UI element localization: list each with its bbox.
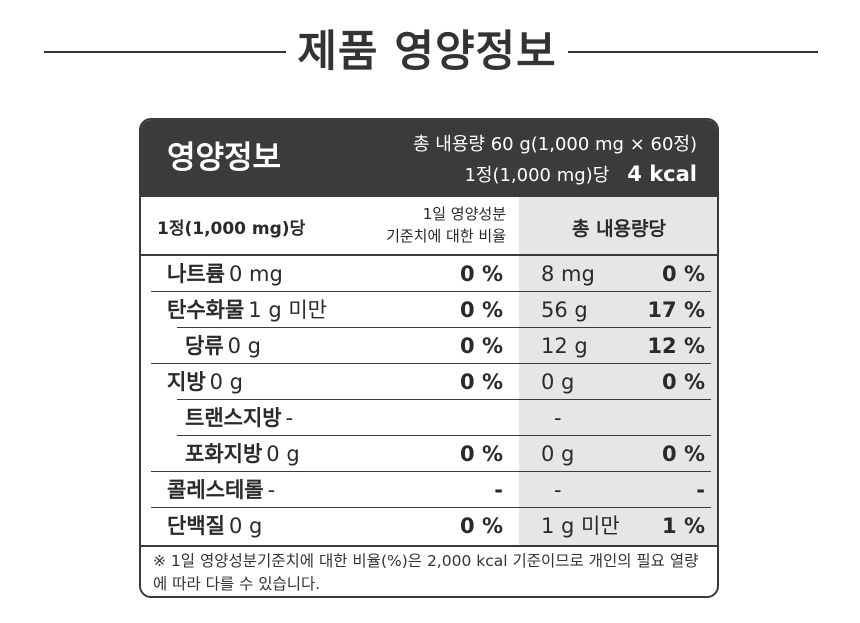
total-daily-value-percent: 0 %	[662, 370, 705, 394]
page-title: 제품 영양정보	[297, 27, 557, 77]
total-amount: 56 g	[541, 298, 588, 322]
row-divider	[177, 435, 711, 436]
nutrient-name: 트랜스지방	[185, 406, 282, 430]
daily-value-header-line2: 기준치에 대한 비율	[386, 227, 506, 245]
nutrient-amount: 0 mg	[228, 262, 283, 286]
header-divider	[141, 254, 717, 256]
daily-value-percent: 0 %	[460, 370, 503, 394]
row-divider	[177, 399, 711, 400]
table-row-carbohydrate: 탄수화물 1 g 미만 0 % 56 g 17 %	[141, 292, 717, 327]
total-daily-value-percent: -	[696, 478, 705, 502]
serving-calories-line: 1정(1,000 mg)당 4 kcal	[464, 161, 697, 189]
table-row-sugars: 당류 0 g 0 % 12 g 12 %	[141, 328, 717, 363]
total-daily-value-percent: 0 %	[662, 262, 705, 286]
total-daily-value-percent: 17 %	[647, 298, 705, 322]
nutrient-name: 나트륨	[167, 262, 225, 286]
serving-size-text: 1정(1,000 mg)당	[464, 165, 610, 186]
nutrient-amount: -	[285, 406, 294, 430]
total-amount: -	[554, 406, 562, 430]
table-row-sodium: 나트륨 0 mg 0 % 8 mg 0 %	[141, 256, 717, 291]
nutrient-amount: 0 g	[227, 334, 262, 358]
total-daily-value-percent: 0 %	[662, 442, 705, 466]
row-divider	[151, 507, 711, 508]
daily-value-percent: -	[494, 478, 503, 502]
table-row-cholesterol: 콜레스테롤 - - - -	[141, 472, 717, 507]
nutrient-amount: -	[267, 478, 276, 502]
row-divider	[151, 291, 711, 292]
total-amount: 12 g	[541, 334, 588, 358]
nutrient-name: 콜레스테롤	[167, 478, 264, 502]
heading-rule-right	[568, 51, 818, 53]
total-content-header: 총 내용량당	[571, 218, 666, 240]
calories-value: 4 kcal	[627, 162, 697, 186]
daily-value-percent: 0 %	[460, 514, 503, 538]
total-amount: 0 g	[541, 370, 575, 394]
nutrient-name: 당류	[185, 334, 224, 358]
footnote-divider	[141, 545, 717, 547]
column-headers: 1정(1,000 mg)당 1일 영양성분 기준치에 대한 비율 총 내용량당	[141, 197, 717, 254]
nutrient-amount: 0 g	[209, 370, 244, 394]
total-daily-value-percent: 1 %	[662, 514, 705, 538]
daily-value-percent: 0 %	[460, 298, 503, 322]
daily-value-percent: 0 %	[460, 262, 503, 286]
nutrient-name: 지방	[167, 370, 206, 394]
total-content-text: 총 내용량 60 g(1,000 mg × 60정)	[413, 134, 697, 155]
nutrition-facts-label: 영양정보 총 내용량 60 g(1,000 mg × 60정) 1정(1,000…	[139, 118, 719, 598]
table-row-fat: 지방 0 g 0 % 0 g 0 %	[141, 364, 717, 399]
table-row-trans-fat: 트랜스지방 - -	[141, 400, 717, 435]
table-row-saturated-fat: 포화지방 0 g 0 % 0 g 0 %	[141, 436, 717, 471]
footnote: ※ 1일 영양성분기준치에 대한 비율(%)은 2,000 kcal 기준이므로…	[153, 552, 699, 593]
row-divider	[151, 363, 711, 364]
nutrient-name: 탄수화물	[167, 298, 245, 322]
total-amount: 1 g 미만	[541, 514, 620, 538]
total-amount: 8 mg	[541, 262, 595, 286]
table-row-protein: 단백질 0 g 0 % 1 g 미만 1 %	[141, 508, 717, 543]
nutrient-name: 단백질	[167, 514, 225, 538]
daily-value-percent: 0 %	[460, 334, 503, 358]
total-daily-value-percent: 12 %	[647, 334, 705, 358]
row-divider	[177, 327, 711, 328]
daily-value-percent: 0 %	[460, 442, 503, 466]
page-heading: 제품 영양정보	[0, 22, 860, 82]
nutrient-amount: 1 g 미만	[248, 298, 327, 322]
per-serving-header: 1정(1,000 mg)당	[157, 219, 306, 239]
total-amount: 0 g	[541, 442, 575, 466]
daily-value-header-line1: 1일 영양성분	[422, 205, 506, 223]
nutrient-name: 포화지방	[185, 442, 263, 466]
label-header: 영양정보 총 내용량 60 g(1,000 mg × 60정) 1정(1,000…	[141, 120, 717, 197]
row-divider	[151, 471, 711, 472]
nutrient-amount: 0 g	[266, 442, 300, 466]
label-title: 영양정보	[167, 140, 282, 176]
total-amount: -	[554, 478, 562, 502]
nutrient-amount: 0 g	[228, 514, 263, 538]
daily-value-header: 1일 영양성분 기준치에 대한 비율	[331, 203, 506, 247]
heading-rule-left	[44, 51, 286, 53]
